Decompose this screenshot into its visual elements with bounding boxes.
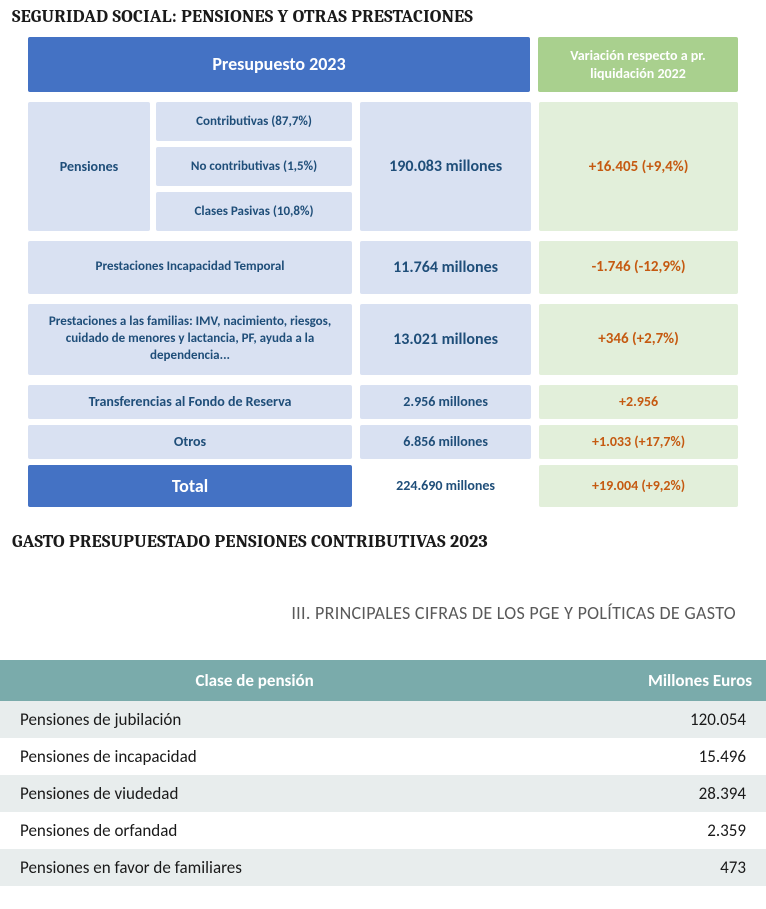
budget-table: Presupuesto 2023 Variación respecto a pr… bbox=[0, 37, 766, 525]
table-row: Pensiones de orfandad 2.359 bbox=[0, 812, 766, 849]
total-variation: +19.004 (+9,2%) bbox=[539, 465, 738, 507]
pensiones-label-col: Pensiones Contributivas (87,7%) No contr… bbox=[28, 102, 352, 231]
row-total: Total 224.690 millones +19.004 (+9,2%) bbox=[28, 465, 738, 507]
row-incapacidad: Prestaciones Incapacidad Temporal 11.764… bbox=[28, 241, 738, 294]
section-title-1: SEGURIDAD SOCIAL: PENSIONES Y OTRAS PRES… bbox=[0, 0, 766, 37]
header-budget: Presupuesto 2023 bbox=[28, 37, 530, 92]
sub-clases-pasivas: Clases Pasivas (10,8%) bbox=[156, 192, 352, 231]
row-variation: +346 (+2,7%) bbox=[539, 304, 738, 375]
pensiones-amount: 190.083 millones bbox=[360, 102, 531, 231]
total-label: Total bbox=[28, 465, 352, 507]
row-label: Prestaciones Incapacidad Temporal bbox=[28, 241, 352, 294]
table-row: Pensiones de incapacidad 15.496 bbox=[0, 738, 766, 775]
table-row: Pensiones en favor de familiares 473 bbox=[0, 849, 766, 886]
pensiones-sub-stack: Contributivas (87,7%) No contributivas (… bbox=[156, 102, 352, 231]
cell-name: Pensiones de viudedad bbox=[0, 775, 509, 812]
row-variation: +1.033 (+17,7%) bbox=[539, 425, 738, 459]
row-variation: -1.746 (-12,9%) bbox=[539, 241, 738, 294]
budget-header-row: Presupuesto 2023 Variación respecto a pr… bbox=[28, 37, 738, 92]
cell-name: Pensiones de incapacidad bbox=[0, 738, 509, 775]
label-col: Prestaciones Incapacidad Temporal bbox=[28, 241, 352, 294]
cell-value: 473 bbox=[509, 849, 766, 886]
row-otros: Otros 6.856 millones +1.033 (+17,7%) bbox=[28, 425, 738, 459]
col-header-class: Clase de pensión bbox=[0, 660, 509, 701]
document-section-heading: III. PRINCIPALES CIFRAS DE LOS PGE Y POL… bbox=[0, 562, 766, 660]
row-amount: 6.856 millones bbox=[360, 425, 531, 459]
row-amount: 11.764 millones bbox=[360, 241, 531, 294]
label-col: Transferencias al Fondo de Reserva bbox=[28, 385, 352, 419]
row-familias: Prestaciones a las familias: IMV, nacimi… bbox=[28, 304, 738, 375]
label-col: Total bbox=[28, 465, 352, 507]
label-col: Prestaciones a las familias: IMV, nacimi… bbox=[28, 304, 352, 375]
row-fondo-reserva: Transferencias al Fondo de Reserva 2.956… bbox=[28, 385, 738, 419]
pensiones-main-label: Pensiones bbox=[28, 102, 150, 231]
table-row: Pensiones de jubilación 120.054 bbox=[0, 701, 766, 738]
row-label: Prestaciones a las familias: IMV, nacimi… bbox=[28, 304, 352, 375]
cell-name: Pensiones de jubilación bbox=[0, 701, 509, 738]
label-col: Otros bbox=[28, 425, 352, 459]
header-variation: Variación respecto a pr. liquidación 202… bbox=[538, 37, 738, 92]
total-amount: 224.690 millones bbox=[360, 465, 531, 507]
cell-value: 2.359 bbox=[509, 812, 766, 849]
cell-name: Pensiones en favor de familiares bbox=[0, 849, 509, 886]
cell-value: 15.496 bbox=[509, 738, 766, 775]
row-label: Otros bbox=[28, 425, 352, 459]
row-pensiones: Pensiones Contributivas (87,7%) No contr… bbox=[28, 102, 738, 231]
cell-name: Pensiones de orfandad bbox=[0, 812, 509, 849]
sub-no-contributivas: No contributivas (1,5%) bbox=[156, 147, 352, 186]
cell-value: 120.054 bbox=[509, 701, 766, 738]
row-amount: 13.021 millones bbox=[360, 304, 531, 375]
pension-classes-table: Clase de pensión Millones Euros Pensione… bbox=[0, 660, 766, 886]
pensiones-variation: +16.405 (+9,4%) bbox=[539, 102, 738, 231]
cell-value: 28.394 bbox=[509, 775, 766, 812]
table-header-row: Clase de pensión Millones Euros bbox=[0, 660, 766, 701]
row-variation: +2.956 bbox=[539, 385, 738, 419]
col-header-amount: Millones Euros bbox=[509, 660, 766, 701]
section-title-2: GASTO PRESUPUESTADO PENSIONES CONTRIBUTI… bbox=[0, 525, 766, 562]
row-amount: 2.956 millones bbox=[360, 385, 531, 419]
row-label: Transferencias al Fondo de Reserva bbox=[28, 385, 352, 419]
table-row: Pensiones de viudedad 28.394 bbox=[0, 775, 766, 812]
sub-contributivas: Contributivas (87,7%) bbox=[156, 102, 352, 141]
